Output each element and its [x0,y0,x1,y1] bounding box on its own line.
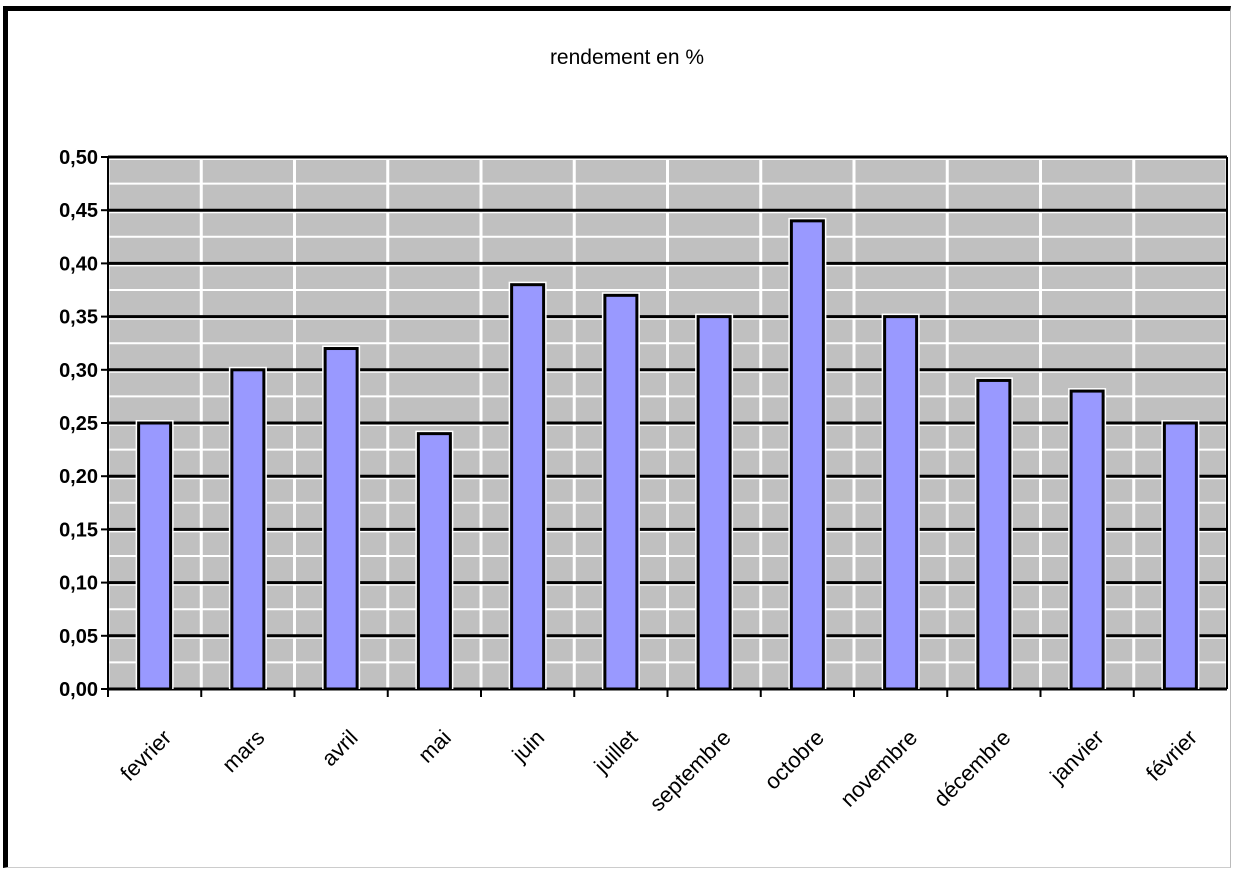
bar [230,368,266,691]
y-tick-label: 0,50 [59,147,98,169]
x-tick-label: décembre [929,725,1016,812]
bar [1069,389,1105,691]
bar [416,432,452,691]
bar [696,315,732,691]
x-tick-label: avril [316,725,362,771]
bar [323,347,359,691]
x-tick-label: mai [413,725,456,768]
bar [1162,421,1198,691]
bar [789,219,825,691]
y-tick-label: 0,10 [59,573,98,595]
y-tick-label: 0,45 [59,200,98,222]
y-tick-label: 0,40 [59,253,98,275]
y-tick-label: 0,25 [59,413,98,435]
bar [137,421,173,691]
x-tick-label: fevrier [115,725,176,786]
x-tick-label: février [1141,725,1202,786]
bar [510,283,546,691]
bar [976,378,1012,691]
x-tick-label: octobre [759,725,829,795]
plot-area: 0,00 0,05 0,10 0,15 0,20 0,25 0,30 0,35 0,40 0,45… [59,147,1229,816]
y-tick-label: 0,30 [59,360,98,382]
x-tick-label: novembre [835,725,922,812]
x-tick-label: janvier [1044,725,1108,789]
y-tick-label: 0,00 [59,679,98,701]
y-tick-label: 0,35 [59,307,98,329]
bar [883,315,919,691]
y-tick-label: 0,05 [59,626,98,648]
x-tick-label: mars [217,725,269,777]
x-tick-label: septembre [644,725,735,816]
x-tick-label: juin [507,725,550,768]
x-tick-label: juillet [589,725,643,779]
y-tick-label: 0,15 [59,519,98,541]
y-tick-label: 0,20 [59,466,98,488]
chart-title: rendement en % [550,46,704,69]
bar [603,293,639,691]
